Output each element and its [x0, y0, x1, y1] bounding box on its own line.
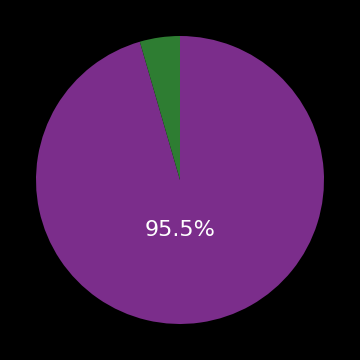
Wedge shape: [36, 36, 324, 324]
Text: 95.5%: 95.5%: [145, 220, 215, 240]
Wedge shape: [140, 36, 180, 180]
